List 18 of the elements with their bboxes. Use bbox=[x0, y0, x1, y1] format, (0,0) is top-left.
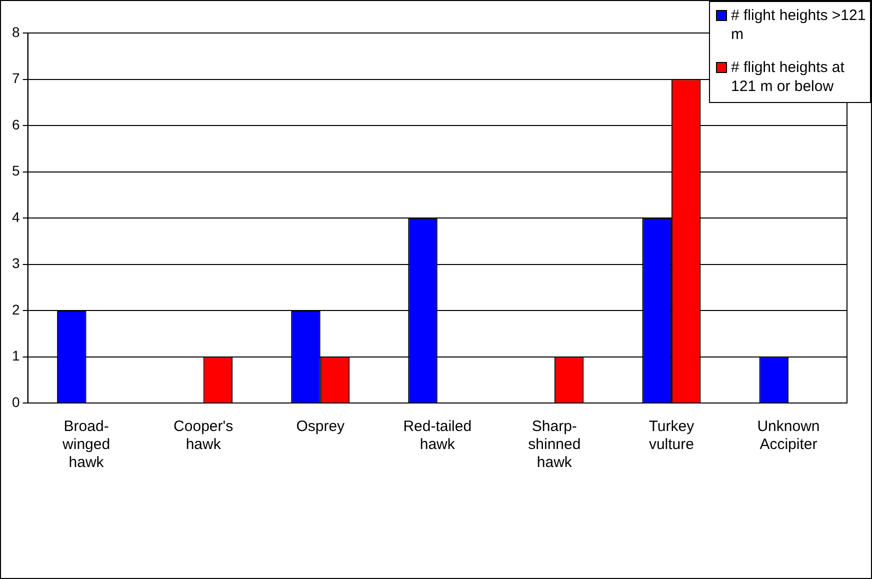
legend-label: # flight heights >121 m bbox=[731, 6, 866, 44]
x-tick-label: Osprey bbox=[296, 418, 346, 436]
y-tick-label: 7 bbox=[12, 70, 20, 86]
y-tick-label: 0 bbox=[12, 394, 20, 410]
x-tick-label: Turkey vulture bbox=[648, 418, 695, 454]
legend-label: # flight heights at 121 m or below bbox=[731, 58, 846, 96]
y-tick-label: 8 bbox=[12, 24, 20, 40]
y-tick-label: 2 bbox=[12, 301, 20, 318]
y-tick-label: 6 bbox=[12, 116, 20, 132]
x-tick-label: Broad-winged hawk bbox=[62, 418, 110, 472]
x-tick-label: Cooper's hawk bbox=[174, 418, 234, 454]
y-tick-label: 4 bbox=[12, 208, 20, 225]
x-tick-label: Sharp-shinned hawk bbox=[528, 418, 581, 472]
y-tick-label: 5 bbox=[12, 162, 20, 179]
x-tick-label: Red-tailed hawk bbox=[403, 418, 472, 454]
y-tick-label: 1 bbox=[12, 348, 20, 364]
y-tick-label: 3 bbox=[12, 255, 20, 272]
x-tick-label: Unknown Accipiter bbox=[757, 418, 820, 454]
